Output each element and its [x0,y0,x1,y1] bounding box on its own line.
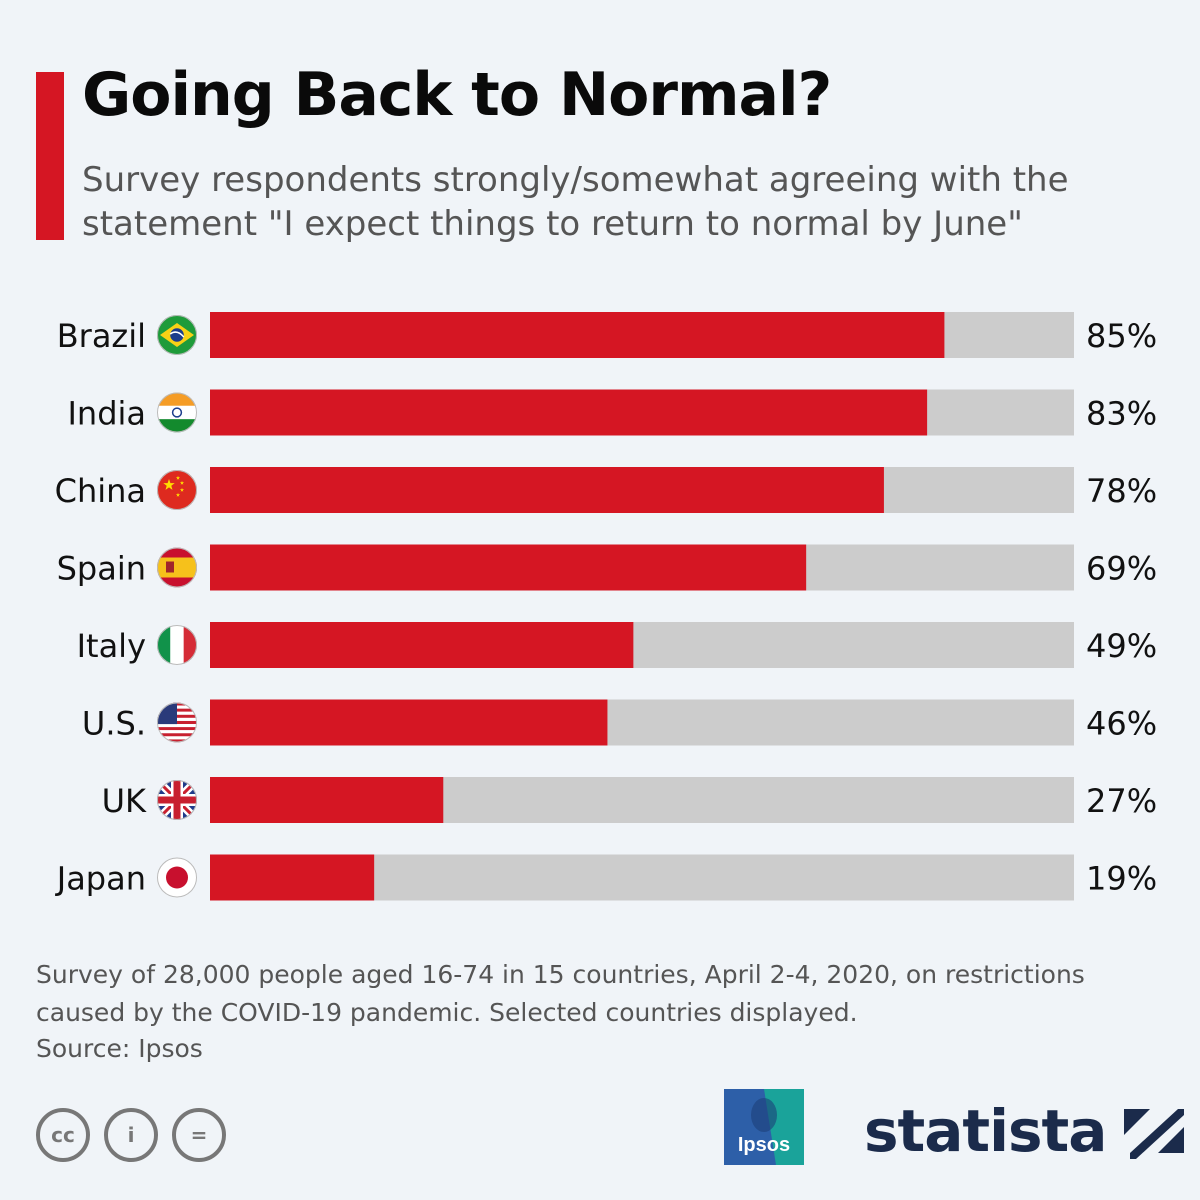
bar-row: Japan 19% [55,854,1157,901]
value-label: 46% [1086,705,1157,743]
category-label: UK [102,782,147,820]
chart-title: Going Back to Normal? [82,60,832,130]
value-label: 19% [1086,860,1157,898]
us-flag-icon [157,702,197,743]
bar [210,854,375,901]
spain-flag-icon [157,547,197,588]
brazil-flag-icon [157,315,197,355]
bar [210,312,945,358]
cc-icon[interactable]: cc [36,1108,90,1162]
japan-flag-icon [157,857,197,898]
category-label: Italy [77,627,146,665]
statista-logo[interactable]: statista [864,1096,1185,1166]
bar [210,777,444,823]
category-label: Brazil [57,317,146,355]
bar [210,622,634,668]
bar-row: India 83% [67,389,1157,436]
category-label: Japan [55,860,146,898]
china-flag-icon [157,470,197,510]
italy-flag-icon [157,625,197,665]
value-label: 78% [1086,472,1157,510]
ipsos-logo-text: Ipsos [738,1134,790,1156]
value-label: 85% [1086,317,1157,355]
survey-note: Survey of 28,000 people aged 16-74 in 15… [36,960,1085,1027]
bar-row: Brazil 85% [57,312,1157,358]
attribution-icon[interactable]: i [104,1108,158,1162]
value-label: 69% [1086,550,1157,588]
bar-row: UK 27% [102,777,1157,823]
title-accent-bar [36,72,64,240]
source-label: Source: Ipsos [36,1034,203,1063]
ipsos-logo: Ipsos [724,1089,804,1165]
chart-subtitle: Survey respondents strongly/somewhat agr… [82,160,1069,244]
statista-logo-text: statista [864,1097,1107,1165]
bar-row: Spain 69% [57,544,1157,591]
bar [210,467,884,513]
uk-flag-icon [157,780,197,820]
bar [210,389,928,436]
value-label: 83% [1086,395,1157,433]
bar-row: U.S. 46% [82,699,1157,746]
license-icons: cc i = [36,1108,226,1162]
bar-row: China 78% [55,467,1157,513]
category-label: U.S. [82,705,146,743]
bar [210,699,608,746]
statista-logo-icon [1124,1109,1185,1159]
india-flag-icon [157,392,197,433]
category-label: Spain [57,550,146,588]
bar-chart: Brazil 85% India 83% China 78% Spain 69% Italy 49… [55,312,1157,901]
bar-row: Italy 49% [77,622,1157,668]
category-label: China [55,472,146,510]
category-label: India [67,395,146,433]
bar [210,544,807,591]
no-derivatives-icon[interactable]: = [172,1108,226,1162]
value-label: 49% [1086,627,1157,665]
value-label: 27% [1086,782,1157,820]
